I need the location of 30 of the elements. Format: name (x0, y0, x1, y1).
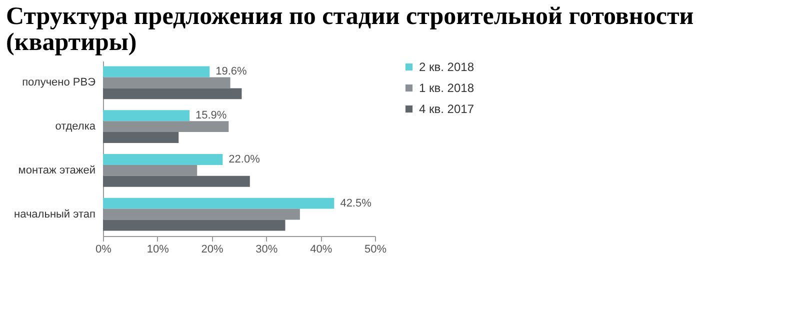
bar (103, 121, 229, 132)
x-tick-label: 10% (146, 244, 170, 256)
y-tick-label: монтаж этажей (18, 164, 96, 176)
chart-title: Структура предложения по стадии строительной готовности (квартиры) (5, 2, 695, 56)
data-label: 15.9% (195, 110, 227, 122)
y-tick-label: получено РВЭ (22, 76, 96, 89)
x-tick-label: 30% (256, 244, 278, 256)
bar (103, 88, 242, 100)
x-tick-label: 50% (364, 244, 387, 256)
y-tick-label: отделка (55, 120, 96, 133)
bar (103, 164, 198, 176)
data-label: 42.5% (340, 197, 372, 210)
x-tick-label: 40% (310, 244, 332, 256)
legend-label: 1 кв. 2018 (419, 81, 474, 95)
bar (103, 176, 250, 187)
bar (103, 198, 334, 209)
bar (103, 220, 286, 231)
bar (103, 208, 300, 220)
data-label: 19.6% (216, 66, 248, 78)
bar (103, 66, 210, 78)
legend-label: 4 кв. 2017 (419, 102, 474, 116)
bar (103, 77, 230, 88)
bar (103, 110, 190, 122)
y-tick-label: начальный этап (14, 208, 96, 220)
x-tick-label: 20% (201, 244, 224, 256)
bar (103, 154, 223, 165)
legend-label: 2 кв. 2018 (419, 60, 474, 74)
x-tick-label: 0% (96, 244, 112, 256)
bar (103, 132, 179, 144)
data-label: 22.0% (228, 153, 260, 166)
